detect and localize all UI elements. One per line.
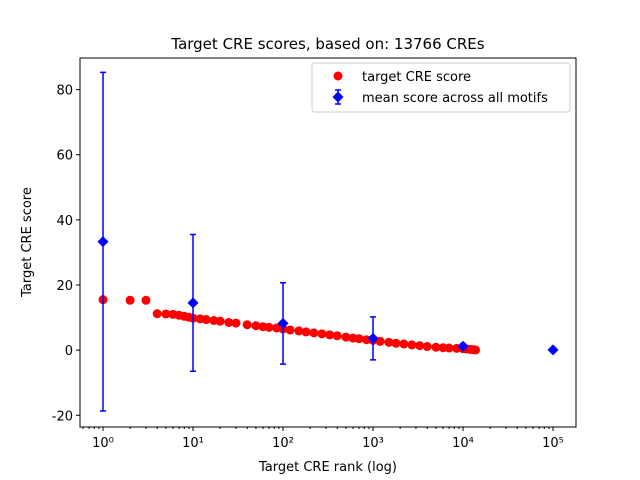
point	[457, 340, 469, 352]
point	[125, 295, 135, 305]
point	[277, 317, 289, 329]
point	[215, 316, 225, 326]
point	[97, 236, 109, 248]
point	[444, 343, 454, 353]
x-tick-label: 10⁰	[92, 436, 114, 451]
y-tick-label: 80	[56, 84, 73, 99]
axes-frame	[79, 57, 577, 428]
point	[264, 322, 274, 332]
point	[547, 344, 559, 356]
x-tick-label: 10¹	[182, 436, 204, 451]
point	[332, 331, 342, 341]
point	[224, 317, 234, 327]
plot-area	[97, 71, 559, 412]
legend: target CRE score mean score across all mo…	[311, 62, 571, 113]
x-tick-label: 10⁵	[542, 436, 564, 451]
point	[187, 297, 199, 309]
legend-label: mean score across all motifs	[362, 91, 548, 106]
point	[294, 326, 304, 336]
legend-box	[311, 62, 571, 113]
point	[251, 321, 261, 331]
point	[161, 309, 171, 319]
point	[422, 342, 432, 352]
x-tick-label: 10³	[362, 436, 384, 451]
chart-title: Target CRE scores, based on: 13766 CREs	[170, 35, 484, 53]
point	[471, 345, 481, 355]
point	[301, 327, 311, 337]
point	[367, 332, 379, 344]
point	[399, 339, 409, 349]
point	[201, 315, 211, 325]
point	[415, 341, 425, 351]
legend-marker	[333, 71, 343, 81]
point	[407, 340, 417, 350]
point	[354, 334, 364, 344]
point	[152, 309, 162, 319]
y-tick-label: -20	[52, 409, 73, 424]
point	[341, 332, 351, 342]
point	[384, 337, 394, 347]
x-axis-label: Target CRE rank (log)	[258, 460, 397, 475]
point	[285, 325, 295, 335]
point	[431, 342, 441, 352]
point	[325, 330, 335, 340]
y-tick-label: 40	[56, 214, 73, 229]
point	[231, 318, 241, 328]
x-tick-label: 10²	[272, 436, 294, 451]
y-axis-label: Target CRE score	[20, 187, 35, 298]
point	[391, 338, 401, 348]
y-tick-label: 60	[56, 149, 73, 164]
point	[309, 328, 319, 338]
point	[317, 329, 327, 339]
y-tick-label: 0	[65, 344, 73, 359]
x-tick-label: 10⁴	[452, 436, 474, 451]
point	[375, 336, 385, 346]
legend-label: target CRE score	[362, 70, 471, 85]
y-tick-label: 20	[56, 279, 73, 294]
legend-marker	[332, 91, 344, 103]
point	[242, 320, 252, 330]
point	[141, 295, 151, 305]
